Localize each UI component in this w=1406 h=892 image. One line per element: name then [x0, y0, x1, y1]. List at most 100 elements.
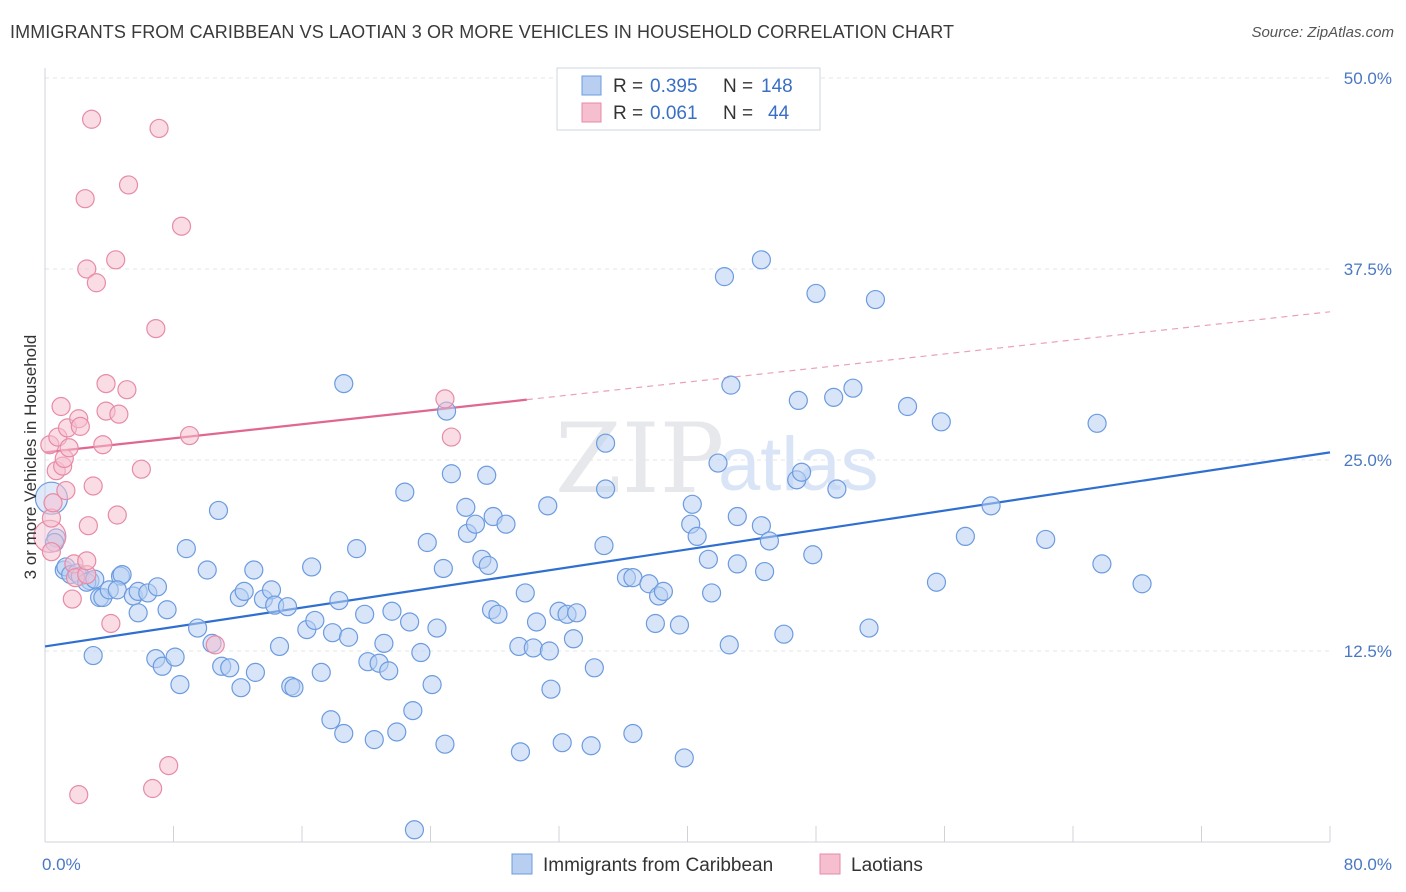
legend-swatch-caribbean	[581, 75, 602, 96]
caribbean-point-130	[774, 624, 794, 644]
caribbean-point-136	[824, 387, 844, 407]
laotian-point-17	[70, 416, 90, 436]
caribbean-point-117	[682, 494, 702, 514]
legend-box: R = 0.395 N = 148 R = 0.061 N = 44	[556, 67, 821, 131]
caribbean-point-83	[478, 555, 498, 576]
caribbean-point-99	[563, 629, 584, 649]
caribbean-point-23	[83, 645, 103, 666]
caribbean-point-28	[176, 539, 196, 559]
caribbean-point-90	[515, 583, 535, 603]
laotian-point-41	[179, 425, 200, 446]
laotian-point-7	[51, 396, 71, 417]
legend-n-label-0: N =	[723, 76, 753, 97]
caribbean-point-114	[674, 748, 694, 768]
caribbean-point-50	[311, 662, 331, 682]
caribbean-point-51	[321, 710, 341, 730]
bottom-legend-swatch-laotians	[819, 853, 841, 875]
series-caribbean-points	[34, 250, 1152, 840]
laotian-point-34	[118, 175, 139, 195]
caribbean-point-75	[435, 734, 455, 754]
laotian-point-23	[75, 189, 95, 209]
laotian-point-19	[77, 551, 97, 571]
caribbean-point-71	[417, 532, 437, 553]
caribbean-point-118	[701, 583, 722, 603]
caribbean-point-22	[157, 600, 177, 620]
laotian-point-44	[435, 389, 455, 409]
caribbean-point-38	[245, 662, 266, 682]
caribbean-point-93	[538, 496, 558, 516]
caribbean-point-135	[806, 283, 826, 304]
caribbean-point-29	[187, 618, 208, 638]
laotian-point-27	[96, 374, 116, 394]
caribbean-point-16	[107, 580, 127, 600]
y-tick-label-2: 37.5%	[1344, 260, 1392, 279]
caribbean-point-139	[859, 618, 879, 638]
caribbean-point-125	[727, 554, 747, 574]
caribbean-point-143	[931, 412, 951, 432]
caribbean-point-26	[165, 647, 185, 667]
bottom-legend-label-caribbean: Immigrants from Caribbean	[543, 855, 773, 876]
laotian-point-25	[86, 273, 107, 293]
caribbean-point-116	[687, 526, 707, 547]
legend-n-value-1: 44	[768, 103, 790, 124]
caribbean-point-34	[220, 658, 240, 678]
caribbean-point-108	[623, 723, 643, 744]
caribbean-point-72	[422, 675, 442, 695]
laotian-point-30	[106, 250, 126, 270]
caribbean-point-68	[403, 700, 423, 721]
x-tick-label-1: 80.0%	[1344, 855, 1392, 874]
caribbean-point-60	[364, 730, 384, 750]
caribbean-point-32	[208, 500, 229, 521]
caribbean-point-52	[322, 623, 343, 643]
caribbean-point-132	[788, 390, 808, 411]
laotian-point-10	[56, 480, 76, 501]
laotian-point-45	[441, 427, 461, 447]
caribbean-point-103	[595, 479, 616, 499]
laotian-point-4	[43, 493, 63, 513]
caribbean-point-121	[719, 635, 739, 655]
legend-r-value-0: 0.395	[650, 76, 698, 97]
caribbean-point-63	[379, 661, 399, 681]
legend-swatch-laotians	[581, 102, 602, 123]
caribbean-point-47	[302, 557, 322, 577]
bottom-legend-label-laotians: Laotians	[851, 855, 923, 876]
laotian-point-31	[109, 404, 129, 424]
laotian-point-39	[159, 755, 179, 776]
laotian-point-38	[149, 118, 169, 139]
caribbean-point-97	[552, 733, 572, 753]
caribbean-point-70	[411, 642, 431, 663]
caribbean-point-122	[721, 375, 741, 395]
caribbean-point-78	[456, 497, 476, 517]
caribbean-point-149	[1132, 574, 1152, 594]
trend-line-caribbean	[44, 451, 1331, 648]
y-tick-label-3: 50.0%	[1344, 69, 1392, 88]
caribbean-point-37	[231, 678, 251, 698]
caribbean-point-92	[526, 612, 547, 632]
legend-r-label-0: R =	[613, 76, 643, 97]
caribbean-point-77	[441, 464, 461, 484]
caribbean-point-82	[477, 465, 497, 485]
laotian-point-24	[81, 109, 102, 129]
laotian-point-32	[107, 505, 127, 525]
caribbean-point-112	[653, 581, 674, 602]
caribbean-point-119	[698, 549, 718, 569]
caribbean-point-43	[269, 636, 290, 657]
caribbean-point-101	[581, 736, 601, 756]
gridlines	[45, 77, 1330, 652]
caribbean-point-62	[374, 633, 394, 653]
caribbean-point-69	[404, 820, 425, 840]
caribbean-point-39	[244, 560, 264, 580]
caribbean-point-138	[843, 378, 863, 398]
source-label: Source: ZipAtlas.com	[1251, 24, 1394, 41]
caribbean-point-124	[727, 506, 747, 527]
caribbean-point-87	[496, 514, 516, 534]
axes	[44, 68, 1331, 843]
caribbean-point-129	[759, 531, 780, 551]
laotian-point-29	[101, 613, 121, 634]
caribbean-point-126	[751, 250, 771, 270]
caribbean-point-144	[955, 526, 975, 547]
caribbean-point-66	[395, 482, 415, 502]
laotian-point-36	[143, 778, 163, 799]
caribbean-point-142	[926, 572, 947, 592]
